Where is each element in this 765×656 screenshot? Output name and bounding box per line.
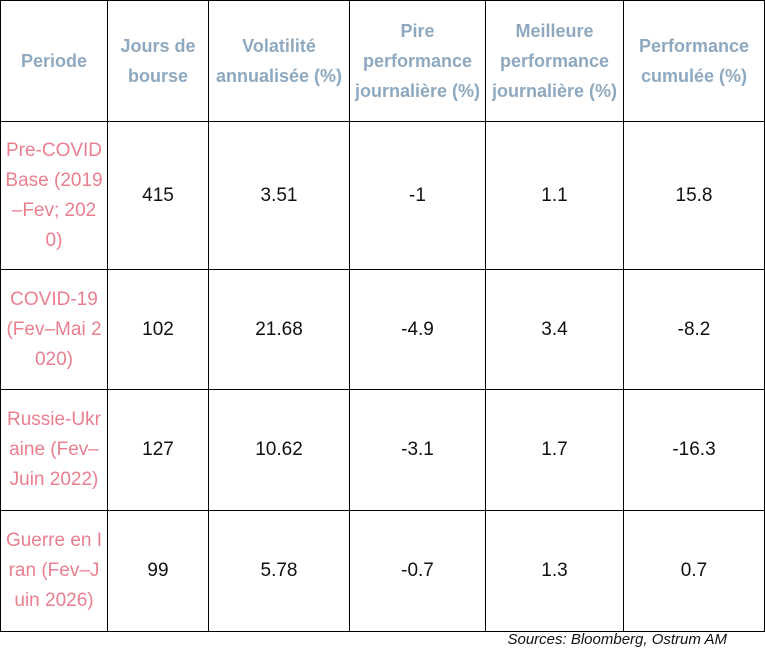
period-cell: Russie-Ukraine (Fev–Juin 2022) xyxy=(0,389,108,511)
jours-cell: 99 xyxy=(107,510,209,632)
jours-cell: 415 xyxy=(107,121,209,270)
meilleure-cell: 3.4 xyxy=(485,269,624,390)
table-row: Russie-Ukraine (Fev–Juin 2022) 127 10.62… xyxy=(0,389,765,511)
header-volatilite: Volatilité annualisée (%) xyxy=(208,0,350,122)
header-row: Periode Jours de bourse Volatilité annua… xyxy=(0,0,765,122)
jours-cell: 127 xyxy=(107,389,209,511)
source-note: Sources: Bloomberg, Ostrum AM xyxy=(507,631,727,648)
table-row: Pre-COVID Base (2019–Fev; 2020) 415 3.51… xyxy=(0,121,765,270)
volatilite-cell: 21.68 xyxy=(208,269,350,390)
pire-cell: -0.7 xyxy=(349,510,486,632)
table-row: Guerre en Iran (Fev–Juin 2026) 99 5.78 -… xyxy=(0,510,765,632)
cumulee-cell: 0.7 xyxy=(623,510,765,632)
period-cell: Pre-COVID Base (2019–Fev; 2020) xyxy=(0,121,108,270)
cumulee-cell: -16.3 xyxy=(623,389,765,511)
table-row: COVID-19 (Fev–Mai 2020) 102 21.68 -4.9 3… xyxy=(0,269,765,390)
pire-cell: -3.1 xyxy=(349,389,486,511)
pire-cell: -1 xyxy=(349,121,486,270)
period-cell: COVID-19 (Fev–Mai 2020) xyxy=(0,269,108,390)
jours-cell: 102 xyxy=(107,269,209,390)
header-pire-performance: Pire performance journalière (%) xyxy=(349,0,486,122)
performance-table: Periode Jours de bourse Volatilité annua… xyxy=(0,0,765,632)
header-meilleure-performance: Meilleure performance journalière (%) xyxy=(485,0,624,122)
cumulee-cell: 15.8 xyxy=(623,121,765,270)
header-periode: Periode xyxy=(0,0,108,122)
volatilite-cell: 10.62 xyxy=(208,389,350,511)
header-performance-cumulee: Performance cumulée (%) xyxy=(623,0,765,122)
cumulee-cell: -8.2 xyxy=(623,269,765,390)
period-cell: Guerre en Iran (Fev–Juin 2026) xyxy=(0,510,108,632)
meilleure-cell: 1.3 xyxy=(485,510,624,632)
meilleure-cell: 1.1 xyxy=(485,121,624,270)
meilleure-cell: 1.7 xyxy=(485,389,624,511)
pire-cell: -4.9 xyxy=(349,269,486,390)
volatilite-cell: 5.78 xyxy=(208,510,350,632)
header-jours-de-bourse: Jours de bourse xyxy=(107,0,209,122)
volatilite-cell: 3.51 xyxy=(208,121,350,270)
